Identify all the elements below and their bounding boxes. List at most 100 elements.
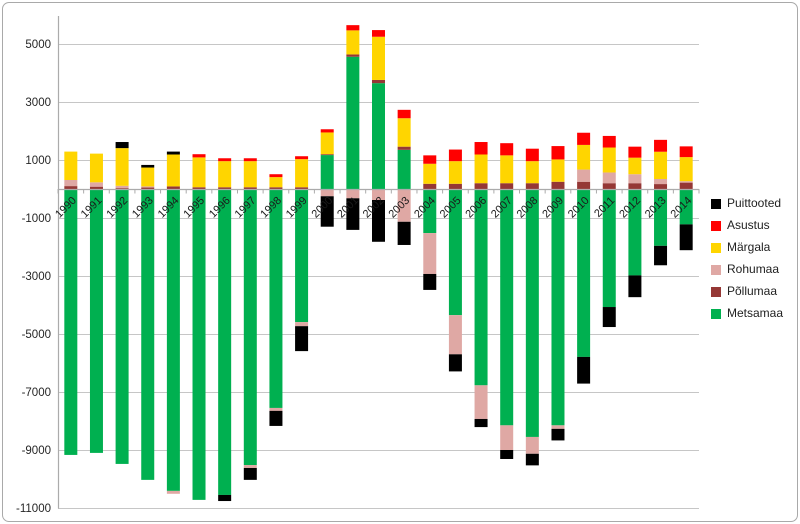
bar-segment-metsamaa-2005 — [448, 189, 462, 316]
bar-segment-puittooted-2006 — [474, 418, 488, 428]
bar-segment-märgala-2009 — [551, 159, 565, 182]
bar-segment-puittooted-2007 — [500, 450, 514, 459]
bar-segment-metsamaa-1994 — [166, 189, 180, 491]
bar-segment-metsamaa-2007 — [500, 189, 514, 426]
bar-segment-puittooted-1996 — [218, 494, 232, 502]
bar-segment-puittooted-1999 — [295, 326, 309, 352]
bar-segment-põllumaa-2007 — [500, 183, 514, 189]
bar-segment-rohumaa-2005 — [448, 315, 462, 355]
bar-segment-rohumaa-1999 — [295, 322, 309, 327]
bar-segment-põllumaa-1996 — [218, 187, 232, 189]
bar-segment-põllumaa-1992 — [115, 188, 129, 189]
legend-item-metsamaa: Metsamaa — [711, 307, 783, 320]
bar-segment-märgala-1994 — [166, 154, 180, 187]
bar-segment-märgala-1996 — [218, 161, 232, 188]
bar-segment-märgala-2005 — [448, 161, 462, 184]
bar-segment-puittooted-1993 — [141, 164, 155, 168]
bar-segment-rohumaa-2009 — [551, 425, 565, 429]
y-axis-label: -5000 — [22, 329, 51, 341]
bar-segment-rohumaa-1991 — [89, 182, 103, 187]
bar-segment-metsamaa-2014 — [679, 189, 693, 225]
bar-segment-märgala-1993 — [141, 167, 155, 187]
bar-segment-rohumaa-1997 — [243, 465, 257, 468]
bar-segment-asustus-1999 — [295, 156, 309, 160]
bar-segment-rohumaa-1993 — [141, 186, 155, 188]
bar-segment-põllumaa-1991 — [89, 186, 103, 189]
bar-segment-rohumaa-2011 — [602, 172, 616, 184]
bar-segment-asustus-2007 — [500, 143, 514, 156]
bar-segment-metsamaa-2013 — [654, 189, 668, 246]
legend-swatch-icon — [711, 220, 721, 231]
bar-segment-rohumaa-2012 — [628, 174, 642, 184]
bar-segment-märgala-2002 — [372, 36, 385, 80]
bar-segment-märgala-2000 — [320, 132, 334, 155]
bar-segment-põllumaa-2012 — [628, 183, 642, 189]
bar-segment-puittooted-2000 — [320, 196, 334, 227]
legend-label: Rohumaa — [727, 262, 780, 276]
bar-segment-märgala-2001 — [346, 30, 360, 55]
bar-segment-puittooted-2002 — [372, 200, 385, 242]
bar-segment-asustus-1997 — [243, 158, 257, 162]
bar-segment-metsamaa-1991 — [89, 189, 103, 453]
bar-segment-märgala-1997 — [243, 161, 257, 188]
bar-segment-asustus-2003 — [397, 109, 411, 119]
bar-segment-metsamaa-1992 — [115, 189, 129, 464]
bar-segment-rohumaa-1992 — [115, 185, 129, 189]
bar-segment-metsamaa-2006 — [474, 189, 488, 386]
bar-segment-põllumaa-2000 — [320, 154, 334, 156]
y-axis-label: -3000 — [22, 271, 51, 283]
legend-label: Põllumaa — [727, 284, 778, 298]
bar-segment-märgala-1991 — [89, 153, 103, 183]
bar-segment-metsamaa-1998 — [269, 189, 283, 408]
bar-segment-puittooted-2010 — [577, 356, 591, 384]
legend-label: Puittooted — [727, 196, 782, 210]
bar-segment-puittooted-2008 — [525, 453, 539, 466]
bar-segment-asustus-2011 — [602, 135, 616, 148]
bar-segment-põllumaa-1993 — [141, 187, 155, 189]
legend-swatch-icon — [711, 198, 721, 209]
bar-segment-metsamaa-2001 — [346, 56, 360, 190]
bar-segment-märgala-2014 — [679, 157, 693, 182]
bar-segment-puittooted-2014 — [679, 224, 693, 251]
bar-segment-asustus-2012 — [628, 146, 642, 158]
bar-segment-põllumaa-1999 — [295, 187, 309, 189]
bar-segment-metsamaa-1997 — [243, 189, 257, 466]
bar-segment-rohumaa-2000 — [320, 189, 334, 197]
bar-segment-märgala-1995 — [192, 157, 206, 188]
bar-segment-rohumaa-1990 — [64, 180, 78, 187]
bar-segment-metsamaa-1996 — [218, 189, 232, 495]
bar-segment-puittooted-2005 — [448, 354, 462, 372]
bar-segment-põllumaa-1998 — [269, 187, 283, 189]
bar-segment-põllumaa-2005 — [448, 183, 462, 189]
bar-segment-põllumaa-2009 — [551, 181, 565, 189]
bar-segment-märgala-2013 — [654, 151, 668, 179]
bar-segment-metsamaa-2009 — [551, 189, 565, 426]
bar-segment-asustus-2008 — [525, 148, 539, 162]
legend-swatch-icon — [711, 308, 721, 319]
bar-segment-metsamaa-1990 — [64, 189, 78, 455]
bar-segment-põllumaa-2011 — [602, 183, 616, 189]
bar-segment-metsamaa-2004 — [423, 189, 437, 234]
bar-segment-puittooted-2011 — [602, 307, 616, 328]
legend-item-põllumaa: Põllumaa — [711, 285, 783, 298]
bar-segment-puittooted-2004 — [423, 273, 437, 290]
bar-segment-puittooted-1994 — [166, 151, 180, 155]
y-axis-label: 1000 — [25, 155, 51, 167]
bar-segment-märgala-2007 — [500, 155, 514, 184]
bar-segment-rohumaa-2004 — [423, 233, 437, 274]
legend-item-rohumaa: Rohumaa — [711, 263, 783, 276]
bar-segment-põllumaa-1994 — [166, 186, 180, 189]
legend: Puittooted Asustus Märgala Rohumaa Põllumaa M… — [711, 197, 783, 320]
bar-segment-asustus-2001 — [346, 25, 360, 31]
bar-segment-märgala-2010 — [577, 144, 591, 170]
legend-item-asustus: Asustus — [711, 219, 783, 232]
legend-swatch-icon — [711, 242, 721, 253]
bar-segment-märgala-1992 — [115, 148, 129, 186]
bar-segment-asustus-1996 — [218, 158, 232, 162]
legend-swatch-icon — [711, 286, 721, 297]
y-axis-label: -9000 — [22, 445, 51, 457]
bar-segment-metsamaa-2000 — [320, 155, 334, 189]
bar-segment-puittooted-2001 — [346, 198, 360, 230]
y-axis-label: -11000 — [16, 503, 51, 515]
bar-segment-puittooted-2003 — [397, 221, 411, 245]
